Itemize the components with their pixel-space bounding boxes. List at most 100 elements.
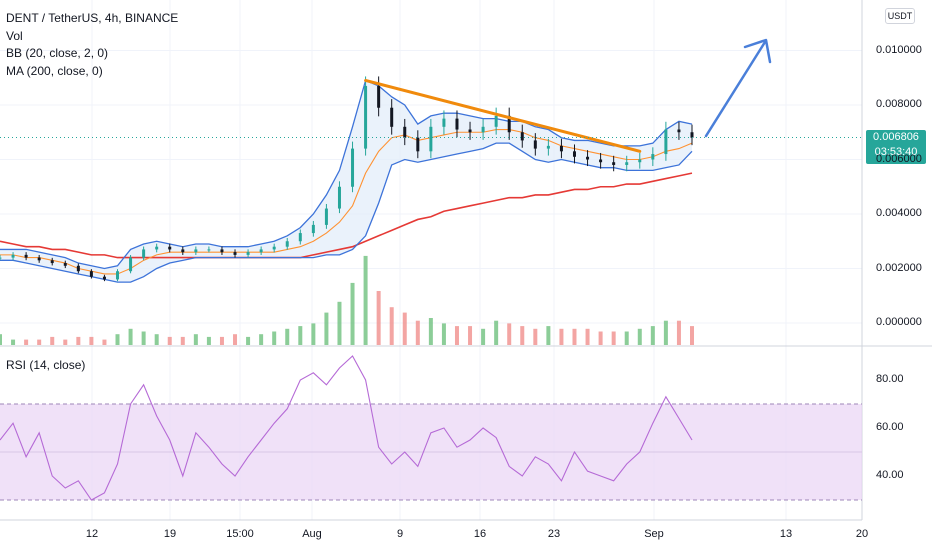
- candle-body: [168, 246, 172, 250]
- volume-bar: [115, 334, 120, 345]
- legend-volume[interactable]: Vol: [6, 28, 23, 43]
- time-tick-label: 15:00: [226, 528, 254, 540]
- volume-bar: [546, 326, 551, 345]
- time-tick-label: Aug: [302, 528, 322, 540]
- volume-bar: [298, 326, 303, 345]
- candle-body: [24, 254, 28, 258]
- last-price-label: 0.006806 03:53:40: [866, 130, 926, 164]
- bollinger-band-fill: [0, 80, 692, 283]
- candle-body: [298, 233, 302, 242]
- candle-body: [507, 115, 511, 133]
- legend-moving-average[interactable]: MA (200, close, 0): [6, 63, 103, 78]
- time-tick-label: 19: [163, 528, 177, 540]
- volume-bar: [650, 326, 655, 345]
- candle-body: [690, 132, 694, 138]
- volume-bar: [624, 331, 629, 345]
- candle-body: [638, 159, 642, 163]
- candle-body: [586, 156, 590, 160]
- price-tick-label: 0.008000: [876, 98, 922, 110]
- volume-bar: [24, 339, 29, 345]
- volume-bar: [37, 339, 42, 345]
- price-tick-label: 0.000000: [876, 316, 922, 328]
- volume-bar: [233, 334, 238, 345]
- volume-bar: [676, 320, 681, 345]
- volume-bar: [337, 301, 342, 345]
- candle-body: [429, 126, 433, 152]
- volume-bar: [611, 331, 616, 345]
- candle-body: [364, 85, 368, 149]
- bollinger-basis-line: [0, 128, 693, 275]
- candle-body: [390, 107, 394, 127]
- volume-bar: [180, 336, 185, 345]
- volume-bar: [572, 328, 577, 345]
- volume-bar: [219, 336, 224, 345]
- volume-bar: [363, 255, 368, 345]
- candle-body: [155, 246, 159, 250]
- time-tick-label: 9: [396, 528, 404, 540]
- candle-body: [102, 276, 106, 280]
- volume-bars: [0, 255, 694, 345]
- rsi-tick-label: 60.00: [876, 421, 904, 433]
- candle-body: [285, 241, 289, 247]
- projection-arrow-shaft: [704, 40, 767, 138]
- legend-bollinger-bands[interactable]: BB (20, close, 2, 0): [6, 46, 109, 60]
- price-tick-label: 0.004000: [876, 207, 922, 219]
- rsi-legend[interactable]: RSI (14, close): [6, 358, 86, 372]
- volume-bar: [0, 334, 2, 345]
- volume-bar: [494, 320, 499, 345]
- volume-bar: [533, 328, 538, 345]
- volume-bar: [89, 336, 94, 345]
- candle-body: [599, 159, 603, 163]
- candle-body: [494, 115, 498, 127]
- candle-body: [455, 118, 459, 130]
- candle-body: [0, 257, 2, 259]
- last-price-value: 0.006806: [873, 131, 919, 143]
- rsi-band-area: [0, 403, 862, 501]
- volume-bar: [441, 323, 446, 345]
- volume-bar: [76, 336, 81, 345]
- candle-body: [116, 271, 120, 280]
- candle-body: [559, 145, 563, 152]
- legend-symbol[interactable]: DENT / TetherUS, 4h, BINANCE: [6, 11, 179, 25]
- volume-bar: [206, 336, 211, 345]
- candle-body: [572, 151, 576, 157]
- candle-body: [37, 257, 41, 261]
- volume-bar: [272, 331, 277, 345]
- candle-body: [76, 265, 80, 272]
- candle-body: [233, 252, 237, 255]
- volume-bar: [520, 326, 525, 345]
- candle-body: [625, 162, 629, 165]
- rsi-series-line: [0, 355, 693, 501]
- candle-body: [351, 148, 355, 187]
- candle-body: [194, 249, 198, 253]
- volume-bar: [598, 331, 603, 345]
- candle-body: [377, 85, 381, 108]
- price-tick-label: 0.012000: [876, 0, 924, 1]
- candle-body: [324, 208, 328, 225]
- volume-bar: [415, 320, 420, 345]
- candle-body: [311, 224, 315, 234]
- candle-body: [651, 154, 655, 160]
- volume-bar: [63, 339, 68, 345]
- volume-bar: [141, 331, 146, 345]
- candle-body: [272, 246, 276, 250]
- rsi-tick-label: 80.00: [876, 373, 904, 385]
- candle-body: [259, 249, 263, 253]
- volume-bar: [454, 326, 459, 345]
- chart-legend: DENT / TetherUS, 4h, BINANCE Vol BB (20,…: [6, 10, 178, 80]
- time-tick-label: 12: [85, 528, 99, 540]
- candle-body: [416, 137, 420, 152]
- candle-body: [664, 129, 668, 155]
- bollinger-fill-area: [0, 80, 692, 283]
- volume-bar: [154, 334, 159, 345]
- volume-bar: [559, 328, 564, 345]
- volume-bar: [690, 326, 694, 345]
- candle-body: [50, 260, 54, 264]
- indicator-lines: [0, 79, 693, 283]
- volume-bar: [376, 291, 381, 345]
- candle-body: [442, 118, 446, 127]
- currency-unit-badge[interactable]: USDT: [885, 8, 915, 24]
- time-tick-label: Sep: [644, 528, 664, 540]
- candle-body: [220, 249, 224, 253]
